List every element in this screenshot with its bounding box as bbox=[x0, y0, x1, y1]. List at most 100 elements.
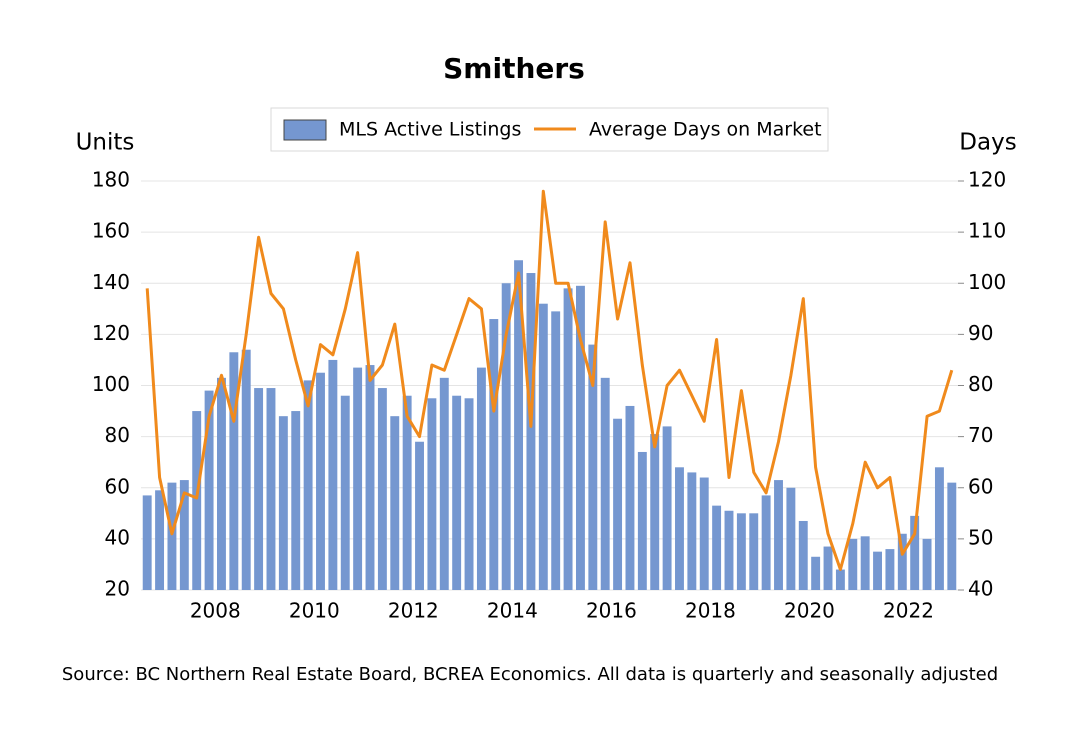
bar bbox=[761, 495, 771, 590]
bar bbox=[526, 273, 536, 590]
bar bbox=[402, 395, 412, 590]
y-tick-label: 80 bbox=[105, 423, 130, 447]
bar bbox=[613, 418, 623, 590]
bar bbox=[588, 344, 598, 590]
bar bbox=[650, 434, 660, 590]
y2-tick-label: 100 bbox=[968, 270, 1006, 294]
y-tick-label: 160 bbox=[92, 219, 130, 243]
x-tick-label: 2020 bbox=[784, 599, 835, 623]
y2-tick-label: 120 bbox=[968, 168, 1006, 192]
bar bbox=[848, 538, 858, 590]
bar bbox=[860, 536, 870, 590]
bar bbox=[439, 377, 449, 590]
bar bbox=[303, 380, 313, 590]
bar bbox=[934, 467, 944, 590]
bar bbox=[736, 513, 746, 590]
bar bbox=[353, 367, 363, 590]
bar bbox=[415, 441, 424, 590]
bar bbox=[241, 349, 251, 590]
bar bbox=[501, 283, 511, 590]
bar bbox=[377, 388, 387, 590]
bar bbox=[774, 480, 783, 590]
legend-label: MLS Active Listings bbox=[339, 119, 521, 141]
y-tick-label: 100 bbox=[92, 372, 130, 396]
bar bbox=[340, 395, 350, 590]
x-tick-label: 2014 bbox=[487, 599, 538, 623]
bar bbox=[687, 472, 697, 590]
legend-label: Average Days on Market bbox=[589, 119, 822, 141]
bar bbox=[142, 495, 152, 590]
bar bbox=[464, 398, 474, 590]
x-tick-label: 2010 bbox=[289, 599, 340, 623]
bar bbox=[600, 377, 610, 590]
bar bbox=[749, 513, 759, 590]
bar bbox=[885, 549, 895, 590]
bar bbox=[204, 390, 214, 590]
bar bbox=[254, 388, 264, 590]
source-note: Source: BC Northern Real Estate Board, B… bbox=[62, 664, 998, 685]
bar bbox=[266, 388, 276, 590]
bar bbox=[155, 490, 165, 590]
bar bbox=[365, 365, 375, 590]
bar bbox=[947, 482, 957, 590]
legend-swatch bbox=[283, 119, 327, 141]
chart-title: Smithers bbox=[443, 52, 585, 85]
bar bbox=[476, 367, 486, 590]
bar bbox=[563, 288, 573, 590]
bar bbox=[873, 551, 882, 590]
bar bbox=[328, 359, 338, 590]
bar bbox=[637, 451, 647, 590]
bar bbox=[675, 467, 684, 590]
bar bbox=[699, 477, 709, 590]
x-tick-label: 2008 bbox=[190, 599, 241, 623]
bar bbox=[427, 398, 437, 590]
bar bbox=[291, 411, 301, 590]
bar bbox=[712, 505, 722, 590]
bar bbox=[823, 546, 833, 590]
y2-tick-label: 50 bbox=[968, 525, 993, 549]
bar bbox=[551, 311, 561, 590]
bar bbox=[798, 520, 808, 590]
bar bbox=[167, 482, 177, 590]
bar bbox=[575, 285, 585, 590]
bar bbox=[922, 538, 932, 590]
y2-tick-label: 40 bbox=[968, 577, 993, 601]
y2-axis-title: Days bbox=[959, 130, 1016, 156]
y2-tick-label: 70 bbox=[968, 423, 993, 447]
bar bbox=[786, 487, 796, 590]
y-tick-label: 40 bbox=[105, 525, 130, 549]
x-tick-label: 2018 bbox=[685, 599, 736, 623]
bar bbox=[390, 416, 400, 590]
bar bbox=[811, 556, 821, 590]
y2-tick-label: 80 bbox=[968, 372, 993, 396]
y2-tick-label: 110 bbox=[968, 219, 1006, 243]
bar bbox=[514, 260, 524, 590]
bar bbox=[278, 416, 288, 590]
y-axis-title: Units bbox=[76, 130, 135, 156]
x-tick-label: 2016 bbox=[586, 599, 637, 623]
y-tick-label: 180 bbox=[92, 168, 130, 192]
bar bbox=[662, 426, 672, 590]
bar bbox=[192, 411, 202, 590]
bar bbox=[489, 319, 499, 590]
y-tick-label: 120 bbox=[92, 321, 130, 345]
y-tick-label: 60 bbox=[105, 474, 130, 498]
y-tick-label: 20 bbox=[105, 577, 130, 601]
line bbox=[145, 189, 954, 571]
bar bbox=[179, 480, 189, 590]
bar bbox=[910, 515, 920, 590]
bar bbox=[452, 395, 462, 590]
bar bbox=[538, 303, 548, 590]
bar bbox=[625, 405, 635, 590]
bar bbox=[897, 533, 907, 590]
y-tick-label: 140 bbox=[92, 270, 130, 294]
x-tick-label: 2022 bbox=[883, 599, 934, 623]
y2-tick-label: 90 bbox=[968, 321, 993, 345]
bar bbox=[724, 510, 734, 590]
x-tick-label: 2012 bbox=[388, 599, 439, 623]
y2-tick-label: 60 bbox=[968, 474, 993, 498]
bar bbox=[217, 377, 226, 590]
bar bbox=[835, 569, 845, 590]
bar bbox=[229, 352, 239, 590]
